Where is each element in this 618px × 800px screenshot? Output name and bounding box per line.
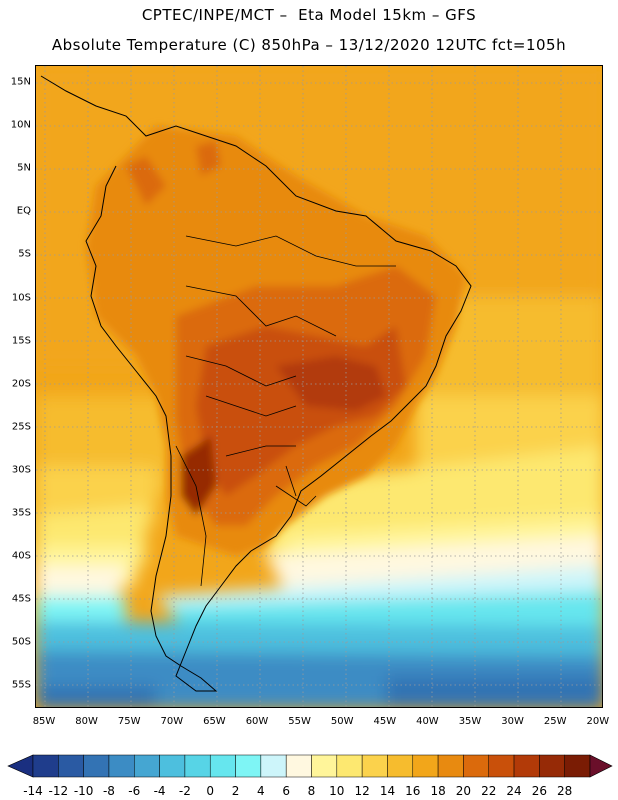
legend-swatch bbox=[437, 754, 464, 778]
legend-label: -2 bbox=[178, 784, 191, 798]
title-line-1: CPTEC/INPE/MCT – Eta Model 15km – GFS bbox=[141, 6, 477, 24]
legend-swatch bbox=[564, 754, 591, 778]
legend-over-arrow bbox=[589, 754, 613, 778]
legend-label: 12 bbox=[354, 784, 370, 798]
longitude-label: 45W bbox=[373, 716, 397, 727]
legend-swatch bbox=[513, 754, 540, 778]
longitude-label: 55W bbox=[288, 716, 311, 727]
legend-label: -4 bbox=[153, 784, 166, 798]
longitude-label: 40W bbox=[416, 716, 439, 727]
latitude-label: 10N bbox=[10, 119, 31, 131]
latitude-label: 50S bbox=[11, 636, 31, 648]
legend-label: -6 bbox=[128, 784, 141, 798]
longitude-label: 30W bbox=[501, 716, 524, 727]
legend-label: 26 bbox=[531, 784, 547, 798]
legend-label: -14 bbox=[23, 784, 43, 798]
legend-swatch bbox=[134, 754, 160, 778]
legend-swatch bbox=[387, 754, 414, 778]
latitude-label: 35S bbox=[11, 507, 31, 519]
longitude-label: 25W bbox=[543, 716, 567, 727]
legend-label: 22 bbox=[481, 784, 497, 798]
legend-swatch bbox=[83, 754, 110, 778]
legend-swatch bbox=[58, 754, 84, 778]
latitude-label: 5N bbox=[17, 162, 31, 174]
legend-label: 8 bbox=[307, 784, 316, 798]
legend-swatch bbox=[260, 754, 287, 778]
latitude-label: 25S bbox=[11, 421, 31, 433]
legend-swatch bbox=[412, 754, 439, 778]
legend-swatch bbox=[361, 754, 388, 778]
longitude-label: 20W bbox=[586, 716, 610, 727]
legend-label: 24 bbox=[506, 784, 522, 798]
legend-swatch bbox=[463, 754, 489, 778]
legend-swatch bbox=[159, 754, 186, 778]
legend-label: -12 bbox=[48, 784, 69, 798]
legend-label: 16 bbox=[405, 784, 421, 798]
latitude-label: EQ bbox=[16, 205, 31, 217]
latitude-label: 45S bbox=[11, 593, 31, 605]
legend-label: -10 bbox=[73, 784, 94, 798]
longitude-label: 85W bbox=[32, 716, 56, 727]
longitude-label: 60W bbox=[245, 716, 269, 727]
legend-swatch bbox=[311, 754, 338, 778]
legend-swatch bbox=[488, 754, 515, 778]
legend-label: 18 bbox=[430, 784, 446, 798]
longitude-label: 70W bbox=[160, 716, 184, 727]
title-line-2: Absolute Temperature (C) 850hPa – 13/12/… bbox=[51, 36, 567, 54]
legend-label: 6 bbox=[282, 784, 290, 798]
legend-swatch bbox=[285, 754, 312, 778]
color-legend bbox=[7, 754, 613, 778]
legend-swatch bbox=[32, 754, 59, 778]
latitude-label: 40S bbox=[11, 550, 31, 562]
latitude-label: 15S bbox=[11, 335, 31, 347]
longitude-label: 65W bbox=[203, 716, 226, 727]
latitude-label: 20S bbox=[11, 378, 31, 390]
legend-label: 0 bbox=[206, 784, 215, 798]
grid-lines bbox=[36, 66, 602, 707]
map-canvas bbox=[36, 66, 602, 707]
legend-swatch bbox=[539, 754, 565, 778]
legend-label: 10 bbox=[329, 784, 345, 798]
longitude-label: 50W bbox=[330, 716, 354, 727]
longitude-label: 80W bbox=[75, 716, 98, 727]
south-america-coastline bbox=[40, 75, 472, 692]
latitude-label: 55S bbox=[11, 679, 31, 691]
legend-swatch bbox=[336, 754, 363, 778]
latitude-label: 5S bbox=[18, 248, 31, 260]
legend-label: 28 bbox=[557, 784, 573, 798]
legend-swatch bbox=[184, 754, 211, 778]
latitude-label: 10S bbox=[11, 292, 31, 303]
legend-label: -8 bbox=[102, 784, 115, 798]
latitude-label: 15N bbox=[10, 76, 31, 88]
legend-swatch bbox=[209, 754, 236, 778]
longitude-label: 75W bbox=[117, 716, 141, 727]
legend-swatch bbox=[108, 754, 135, 778]
legend-label: 4 bbox=[257, 784, 265, 798]
latitude-label: 30S bbox=[11, 464, 31, 476]
temperature-map bbox=[35, 65, 603, 708]
legend-label: 2 bbox=[231, 784, 240, 798]
country-borders bbox=[175, 235, 396, 587]
legend-label: 14 bbox=[379, 784, 396, 798]
legend-swatch bbox=[235, 754, 262, 778]
longitude-label: 35W bbox=[458, 716, 482, 727]
legend-under-arrow bbox=[7, 754, 34, 778]
legend-label: 20 bbox=[455, 784, 472, 798]
